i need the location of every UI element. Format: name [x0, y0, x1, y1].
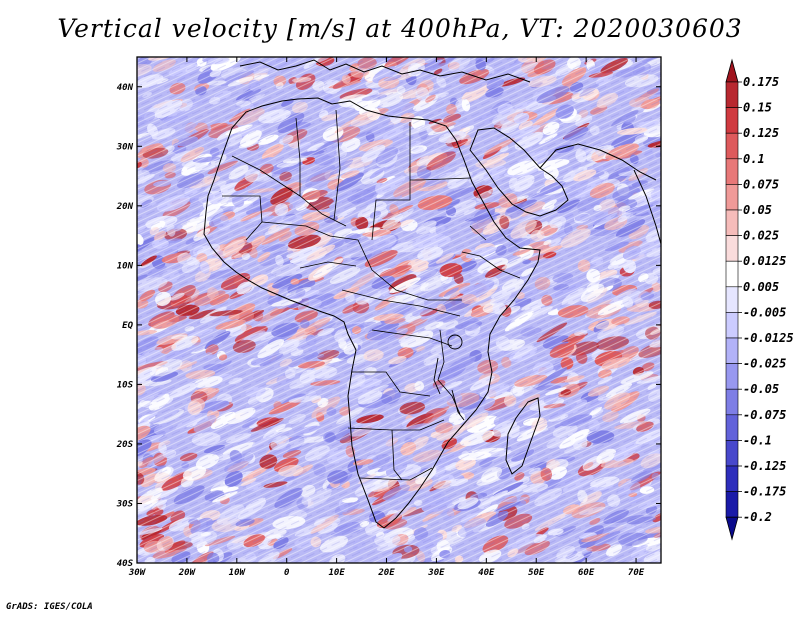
- colorbar-label: 0.125: [743, 126, 779, 140]
- lakes: [433, 334, 465, 421]
- plot-frame: [136, 56, 662, 564]
- madagascar-coastline: [505, 397, 541, 475]
- colorbar-segment: [725, 158, 739, 185]
- colorbar-segment: [725, 81, 739, 108]
- asia-coastline: [539, 143, 657, 181]
- colorbar-label: -0.0125: [743, 331, 794, 345]
- colorbar-label: -0.125: [743, 459, 786, 473]
- colorbar-segment: [725, 337, 739, 364]
- colorbar-segment: [725, 235, 739, 262]
- axis-ticks: [136, 57, 661, 564]
- colorbar-segment: [725, 363, 739, 390]
- colorbar-segment: [725, 312, 739, 339]
- colorbar-label: -0.025: [743, 357, 786, 371]
- lon-label: 0: [284, 568, 290, 578]
- lon-label: 50E: [528, 568, 545, 578]
- colorbar-label: 0.175: [743, 75, 779, 89]
- colorbar-segment: [725, 465, 739, 492]
- country-borders: [222, 109, 521, 481]
- lat-label: 10S: [117, 380, 134, 390]
- lon-axis-labels: 30W 20W 10W 0 10E 20E 30E 40E 50E 60E 70E: [128, 568, 645, 578]
- europe-coastline: [239, 59, 531, 83]
- lat-axis-labels: 40N 30N 20N 10N EQ 10S 20S 30S 40S: [116, 83, 134, 569]
- lon-label: 10W: [229, 568, 247, 578]
- colorbar-label: 0.05: [743, 203, 772, 217]
- lat-label: 10N: [117, 261, 134, 271]
- grads-credit: GrADS: IGES/COLA: [6, 602, 93, 612]
- colorbar-label: -0.175: [743, 485, 786, 499]
- lon-label: 40E: [478, 568, 495, 578]
- colorbar-label: -0.05: [743, 382, 779, 396]
- colorbar-label: -0.1: [743, 433, 772, 447]
- india-coastline: [633, 169, 661, 245]
- lon-label: 30W: [128, 568, 147, 578]
- lat-label: 30N: [116, 142, 134, 152]
- colorbar-label: -0.075: [743, 408, 786, 422]
- colorbar-segment: [725, 440, 739, 467]
- arabia-coastline: [469, 127, 569, 217]
- lat-label: 40N: [117, 83, 134, 93]
- colorbar-label: 0.15: [743, 101, 772, 115]
- lat-label: 20S: [116, 440, 134, 450]
- colorbar-label: 0.075: [743, 177, 779, 191]
- colorbar-segment: [725, 107, 739, 134]
- colorbar-label: 0.025: [743, 229, 779, 243]
- lon-label: 60E: [578, 568, 595, 578]
- colorbar-label: 0.0125: [743, 254, 786, 268]
- colorbar: 0.175 0.15 0.125 0.1 0.075 0.05 0.025 0.0125 0.0…: [725, 58, 794, 541]
- lat-label: 30S: [116, 499, 134, 509]
- colorbar-segment: [725, 209, 739, 236]
- africa-coastline: [203, 97, 541, 529]
- map-title: Vertical velocity [m/s] at 400hPa, VT: 2…: [57, 14, 743, 43]
- colorbar-label: 0.005: [743, 280, 779, 294]
- lon-label: 70E: [628, 568, 645, 578]
- colorbar-bottom-arrow: [725, 516, 739, 541]
- lat-label: 20N: [116, 202, 134, 212]
- colorbar-label: -0.2: [743, 510, 772, 524]
- colorbar-segment: [725, 491, 739, 518]
- colorbar-segment: [725, 184, 739, 211]
- lat-label: EQ: [122, 321, 133, 331]
- colorbar-segment: [725, 414, 739, 441]
- colorbar-top-arrow: [725, 58, 739, 83]
- colorbar-segment: [725, 260, 739, 288]
- lon-label: 20W: [178, 568, 197, 578]
- colorbar-label: -0.005: [743, 305, 786, 319]
- lon-label: 10E: [328, 568, 345, 578]
- colorbar-label: 0.1: [743, 152, 765, 166]
- lon-label: 30E: [427, 568, 445, 578]
- lon-label: 20E: [377, 568, 395, 578]
- coastlines: [203, 59, 661, 529]
- colorbar-segment: [725, 132, 739, 160]
- lat-label: 40S: [117, 559, 134, 569]
- colorbar-segment: [725, 286, 739, 313]
- colorbar-segment: [725, 388, 739, 416]
